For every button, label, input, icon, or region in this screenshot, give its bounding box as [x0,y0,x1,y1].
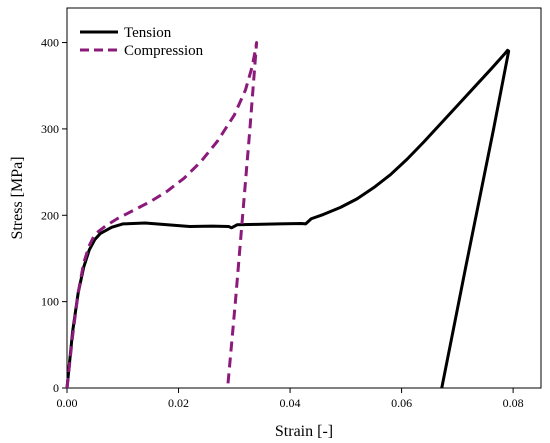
y-tick-label: 0 [53,381,59,395]
legend: Tension Compression [80,25,204,59]
x-tick-label: 0.02 [168,396,189,410]
legend-label-tension: Tension [124,25,172,41]
y-tick-label: 100 [41,295,59,309]
y-tick-label: 400 [41,36,59,50]
y-axis: 0 100 200 300 400 [41,36,67,395]
series-line-compression [65,41,259,389]
plot-frame [66,7,542,389]
x-tick-label: 0.06 [391,396,412,410]
x-axis: 0.00 0.02 0.04 0.06 0.08 [57,388,524,410]
legend-label-compression: Compression [124,43,204,59]
x-axis-title: Strain [-] [275,423,333,440]
x-tick-label: 0.04 [280,396,301,410]
y-tick-label: 300 [41,122,59,136]
x-tick-label: 0.08 [503,396,524,410]
x-tick-label: 0.00 [57,396,78,410]
series-line-tension [65,48,511,389]
y-tick-label: 200 [41,208,59,222]
y-axis-title: Stress [MPa] [9,156,26,239]
series-layer [65,41,511,389]
